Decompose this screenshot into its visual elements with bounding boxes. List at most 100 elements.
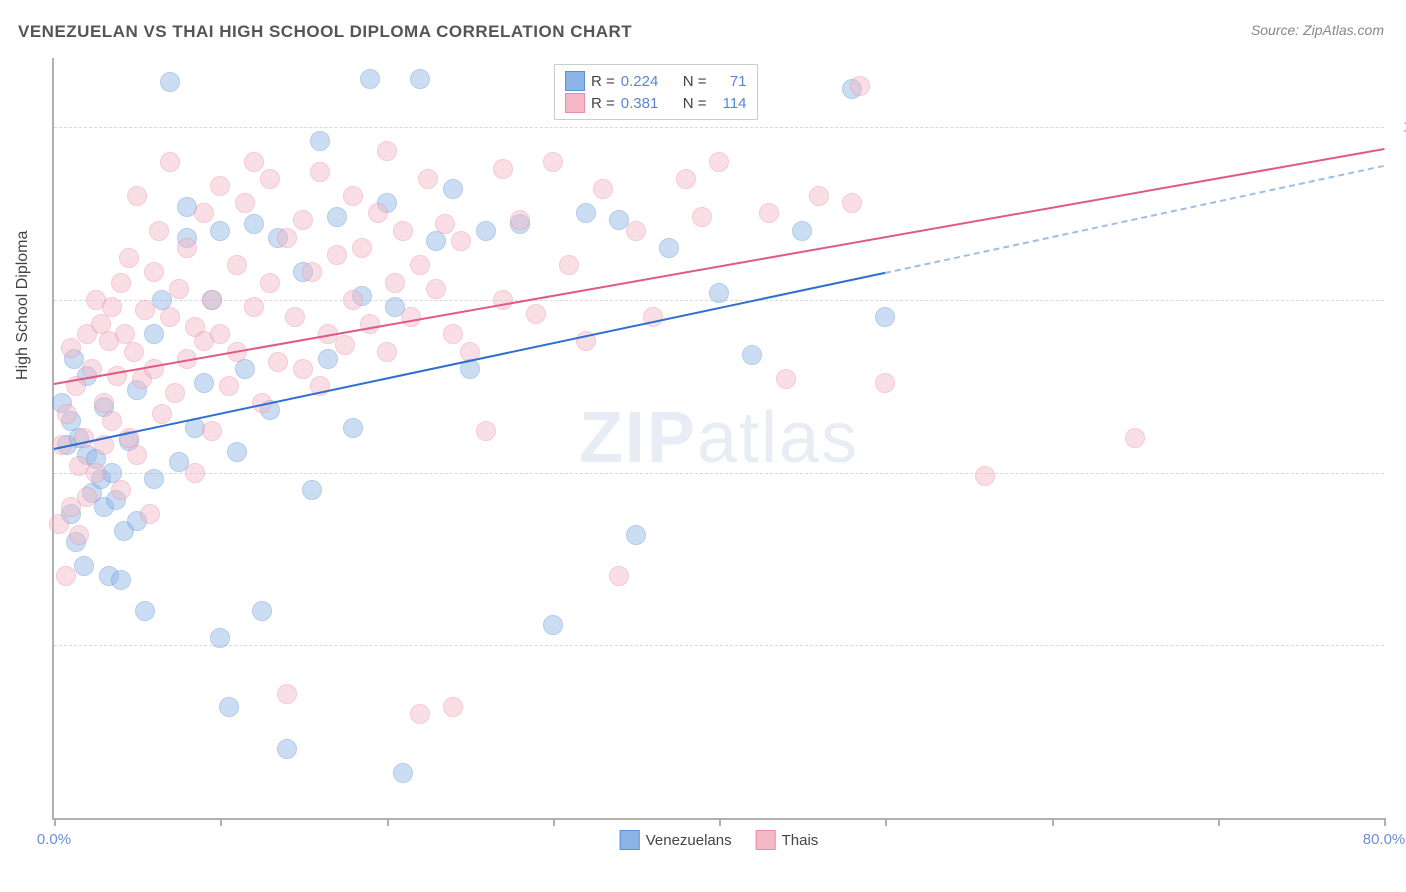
- scatter-point: [61, 338, 81, 358]
- scatter-point: [107, 366, 127, 386]
- scatter-point: [244, 152, 264, 172]
- scatter-point: [327, 245, 347, 265]
- scatter-point: [277, 739, 297, 759]
- gridline: [54, 127, 1384, 128]
- scatter-point: [310, 162, 330, 182]
- scatter-point: [343, 290, 363, 310]
- plot-area: ZIPatlas R = 0.224 N = 71 R = 0.381 N = …: [52, 58, 1384, 820]
- scatter-point: [559, 255, 579, 275]
- scatter-point: [410, 255, 430, 275]
- scatter-point: [260, 169, 280, 189]
- legend-item-venezuelans: Venezuelans: [620, 830, 732, 850]
- scatter-point: [576, 203, 596, 223]
- x-tick: [1052, 818, 1054, 826]
- scatter-point: [86, 463, 106, 483]
- scatter-point: [210, 221, 230, 241]
- scatter-point: [127, 445, 147, 465]
- scatter-point: [659, 238, 679, 258]
- legend-stats: R = 0.224 N = 71 R = 0.381 N = 114: [554, 64, 758, 120]
- scatter-point: [144, 262, 164, 282]
- scatter-point: [56, 566, 76, 586]
- scatter-point: [177, 238, 197, 258]
- scatter-point: [593, 179, 613, 199]
- scatter-point: [302, 262, 322, 282]
- swatch-thais-bottom: [756, 830, 776, 850]
- scatter-point: [476, 421, 496, 441]
- scatter-point: [277, 228, 297, 248]
- scatter-point: [160, 152, 180, 172]
- r-value-venezuelans: 0.224: [621, 73, 671, 90]
- scatter-point: [219, 376, 239, 396]
- scatter-point: [360, 69, 380, 89]
- swatch-venezuelans-bottom: [620, 830, 640, 850]
- scatter-point: [210, 176, 230, 196]
- watermark: ZIPatlas: [579, 397, 859, 479]
- legend-label-venezuelans: Venezuelans: [646, 832, 732, 849]
- scatter-point: [377, 342, 397, 362]
- y-tick-label: 100.0%: [1394, 119, 1406, 136]
- scatter-point: [124, 342, 144, 362]
- scatter-point: [111, 480, 131, 500]
- gridline: [54, 645, 1384, 646]
- scatter-point: [451, 231, 471, 251]
- scatter-point: [776, 369, 796, 389]
- scatter-point: [377, 141, 397, 161]
- scatter-point: [244, 297, 264, 317]
- scatter-point: [875, 307, 895, 327]
- scatter-point: [626, 525, 646, 545]
- scatter-point: [443, 179, 463, 199]
- scatter-point: [352, 238, 372, 258]
- scatter-point: [102, 297, 122, 317]
- scatter-point: [135, 601, 155, 621]
- gridline: [54, 473, 1384, 474]
- scatter-point: [202, 290, 222, 310]
- scatter-point: [435, 214, 455, 234]
- scatter-point: [510, 210, 530, 230]
- watermark-rest: atlas: [697, 398, 859, 478]
- swatch-venezuelans: [565, 71, 585, 91]
- scatter-point: [609, 566, 629, 586]
- legend-label-thais: Thais: [782, 832, 819, 849]
- scatter-point: [135, 300, 155, 320]
- scatter-point: [360, 314, 380, 334]
- scatter-point: [268, 352, 288, 372]
- source-label: Source: ZipAtlas.com: [1251, 22, 1384, 38]
- scatter-point: [1125, 428, 1145, 448]
- scatter-point: [57, 404, 77, 424]
- scatter-point: [692, 207, 712, 227]
- scatter-point: [759, 203, 779, 223]
- x-tick: [1384, 818, 1386, 826]
- scatter-point: [368, 203, 388, 223]
- scatter-point: [393, 221, 413, 241]
- scatter-point: [202, 421, 222, 441]
- y-tick-label: 90.0%: [1394, 464, 1406, 481]
- r-value-thais: 0.381: [621, 95, 671, 112]
- scatter-point: [426, 231, 446, 251]
- scatter-point: [144, 324, 164, 344]
- scatter-point: [875, 373, 895, 393]
- scatter-point: [426, 279, 446, 299]
- x-tick: [553, 818, 555, 826]
- scatter-point: [152, 404, 172, 424]
- trend-line: [54, 148, 1384, 385]
- scatter-point: [310, 131, 330, 151]
- scatter-point: [476, 221, 496, 241]
- n-value-venezuelans: 71: [713, 73, 747, 90]
- scatter-point: [343, 186, 363, 206]
- scatter-point: [140, 504, 160, 524]
- scatter-point: [709, 152, 729, 172]
- scatter-point: [144, 469, 164, 489]
- scatter-point: [418, 169, 438, 189]
- scatter-point: [260, 273, 280, 293]
- x-tick: [387, 818, 389, 826]
- scatter-point: [792, 221, 812, 241]
- scatter-point: [293, 210, 313, 230]
- scatter-point: [227, 442, 247, 462]
- scatter-point: [318, 349, 338, 369]
- scatter-point: [74, 556, 94, 576]
- x-tick: [1218, 818, 1220, 826]
- scatter-point: [850, 76, 870, 96]
- scatter-point: [252, 601, 272, 621]
- y-tick-label: 95.0%: [1394, 291, 1406, 308]
- scatter-point: [235, 193, 255, 213]
